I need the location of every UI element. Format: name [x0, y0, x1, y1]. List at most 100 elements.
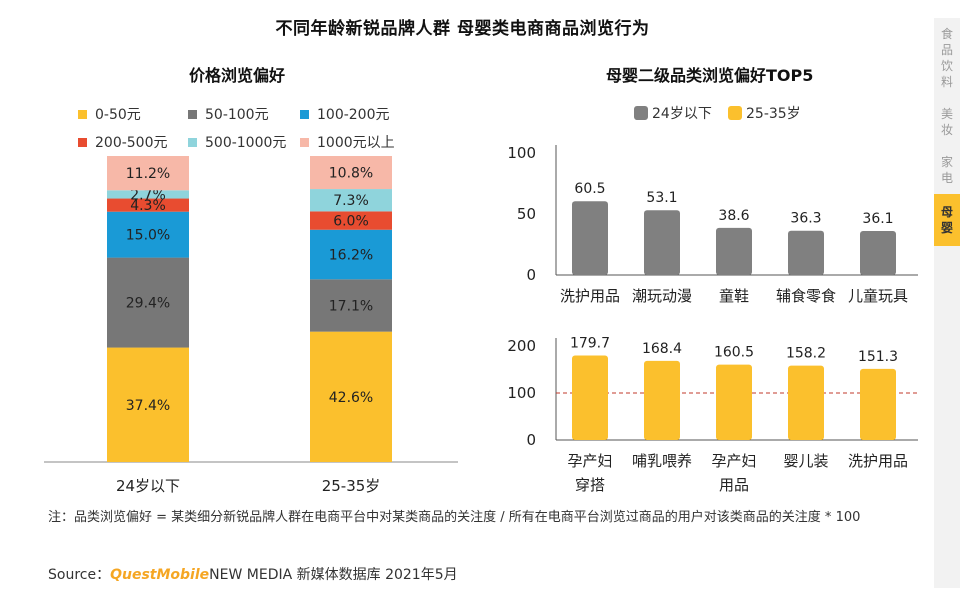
legend-label: 100-200元 — [317, 107, 390, 123]
legend-label: 50-100元 — [205, 107, 269, 123]
legend-label: 1000元以上 — [317, 135, 395, 151]
right-subtitle: 母婴二级品类浏览偏好TOP5 — [606, 66, 814, 85]
category-label: 25-35岁 — [322, 477, 381, 495]
side-tab-char: 家 — [940, 155, 953, 169]
segment-label: 2.7% — [130, 187, 166, 203]
category-label: 用品 — [719, 476, 749, 494]
category-side-nav: 食品饮料美妆家电母婴 — [934, 18, 960, 588]
segment-label: 37.4% — [126, 398, 170, 414]
bar — [860, 230, 896, 275]
stack-segment — [107, 156, 189, 191]
legend-item-price: 50-100元 — [188, 104, 269, 124]
y-tick-label: 50 — [517, 205, 536, 223]
legend-swatch — [300, 109, 309, 119]
legend-swatch — [188, 137, 197, 147]
y-tick-label: 100 — [507, 384, 536, 402]
category-label: 哺乳喂养 — [632, 452, 692, 470]
side-tab-char: 料 — [940, 75, 953, 89]
legend-item-age: 25-35岁 — [728, 103, 801, 123]
category-label: 婴儿装 — [783, 452, 828, 470]
bar-value-label: 38.6 — [718, 208, 749, 224]
y-tick-label: 100 — [507, 144, 536, 162]
bar — [716, 364, 752, 440]
stack-segment — [107, 190, 189, 199]
y-tick-label: 200 — [507, 337, 536, 355]
side-tab-char: 电 — [940, 171, 953, 185]
bar — [644, 210, 680, 275]
under24-bar-chart: 0 50 100 60.5 洗护用品 53.1 潮玩动漫 38.6 童鞋 36.3 辅食零食 36.1… — [507, 144, 918, 305]
side-tab-char: 饮 — [940, 59, 953, 73]
legend-item-price: 1000元以上 — [300, 132, 395, 152]
source-line: Source：QuestMobileNEW MEDIA 新媒体数据库 2021年… — [48, 564, 458, 584]
segment-label: 11.2% — [126, 166, 170, 182]
bar — [572, 355, 608, 440]
source-suffix: NEW MEDIA 新媒体数据库 2021年5月 — [209, 567, 458, 583]
category-label: 洗护用品 — [560, 287, 620, 305]
category-label: 孕产妇 — [567, 452, 612, 470]
bar-value-label: 179.7 — [570, 336, 610, 352]
category-label: 潮玩动漫 — [632, 287, 692, 305]
category-label: 儿童玩具 — [848, 287, 908, 305]
segment-label: 16.2% — [329, 248, 373, 264]
stack-segment — [107, 347, 189, 462]
side-tab-char: 母 — [940, 205, 953, 219]
stack-segment — [310, 229, 392, 280]
stack-segment — [310, 156, 392, 190]
stack-segment — [310, 279, 392, 332]
bar-value-label: 53.1 — [646, 190, 677, 206]
bar-value-label: 158.2 — [786, 346, 826, 362]
legend-swatch — [634, 106, 648, 120]
side-tab[interactable]: 母婴 — [934, 194, 960, 246]
side-tab-char: 食 — [940, 27, 953, 41]
bar — [788, 365, 824, 440]
source-prefix: Source： — [48, 567, 111, 583]
bar-value-label: 36.1 — [862, 211, 893, 227]
footnote: 注：品类浏览偏好 = 某类细分新锐品牌人群在电商平台中对某类商品的关注度 / 所… — [48, 510, 861, 525]
y-tick-label: 0 — [526, 266, 536, 284]
legend-label: 25-35岁 — [746, 106, 801, 122]
category-label: 穿搭 — [575, 476, 605, 494]
segment-label: 4.3% — [130, 198, 166, 214]
stack-segment — [310, 189, 392, 212]
bar — [716, 227, 752, 275]
segment-label: 7.3% — [333, 193, 369, 209]
legend-swatch — [78, 109, 87, 119]
side-tab-char: 婴 — [940, 221, 953, 235]
side-tab-char: 品 — [940, 43, 953, 57]
legend-item-price: 100-200元 — [300, 104, 390, 124]
bar-value-label: 151.3 — [858, 349, 898, 365]
stack-segment — [107, 211, 189, 258]
legend-swatch — [728, 106, 742, 120]
chart-title: 不同年龄新锐品牌人群 母婴类电商商品浏览行为 — [275, 19, 650, 39]
stack-segment — [107, 257, 189, 348]
legend-swatch — [300, 137, 309, 147]
legend-label: 24岁以下 — [652, 106, 712, 122]
legend-item-age: 24岁以下 — [634, 103, 712, 123]
side-tab-char: 美 — [940, 107, 953, 121]
side-tab[interactable]: 美妆 — [934, 98, 960, 146]
category-label: 24岁以下 — [116, 477, 180, 495]
legend-label: 0-50元 — [95, 107, 141, 123]
side-tab-char: 妆 — [940, 123, 953, 137]
legend-label: 500-1000元 — [205, 135, 287, 151]
category-label: 孕产妇 — [711, 452, 756, 470]
legend-label: 200-500元 — [95, 135, 168, 151]
side-tab[interactable]: 家电 — [934, 146, 960, 194]
segment-label: 6.0% — [333, 214, 369, 230]
bar — [788, 230, 824, 275]
side-tab[interactable]: 食品饮料 — [934, 18, 960, 98]
bar-value-label: 168.4 — [642, 341, 682, 357]
y-tick-label: 0 — [526, 431, 536, 449]
category-label: 童鞋 — [719, 287, 749, 305]
bar — [644, 360, 680, 440]
bar-value-label: 60.5 — [574, 181, 605, 197]
category-label: 洗护用品 — [848, 452, 908, 470]
category-label: 辅食零食 — [776, 287, 836, 305]
legend-item-price: 200-500元 — [78, 132, 168, 152]
bar-value-label: 160.5 — [714, 345, 754, 361]
bar — [572, 201, 608, 275]
source-brand-logo: QuestMobile — [110, 567, 210, 583]
legend-item-price: 0-50元 — [78, 104, 141, 124]
bar-value-label: 36.3 — [790, 211, 821, 227]
